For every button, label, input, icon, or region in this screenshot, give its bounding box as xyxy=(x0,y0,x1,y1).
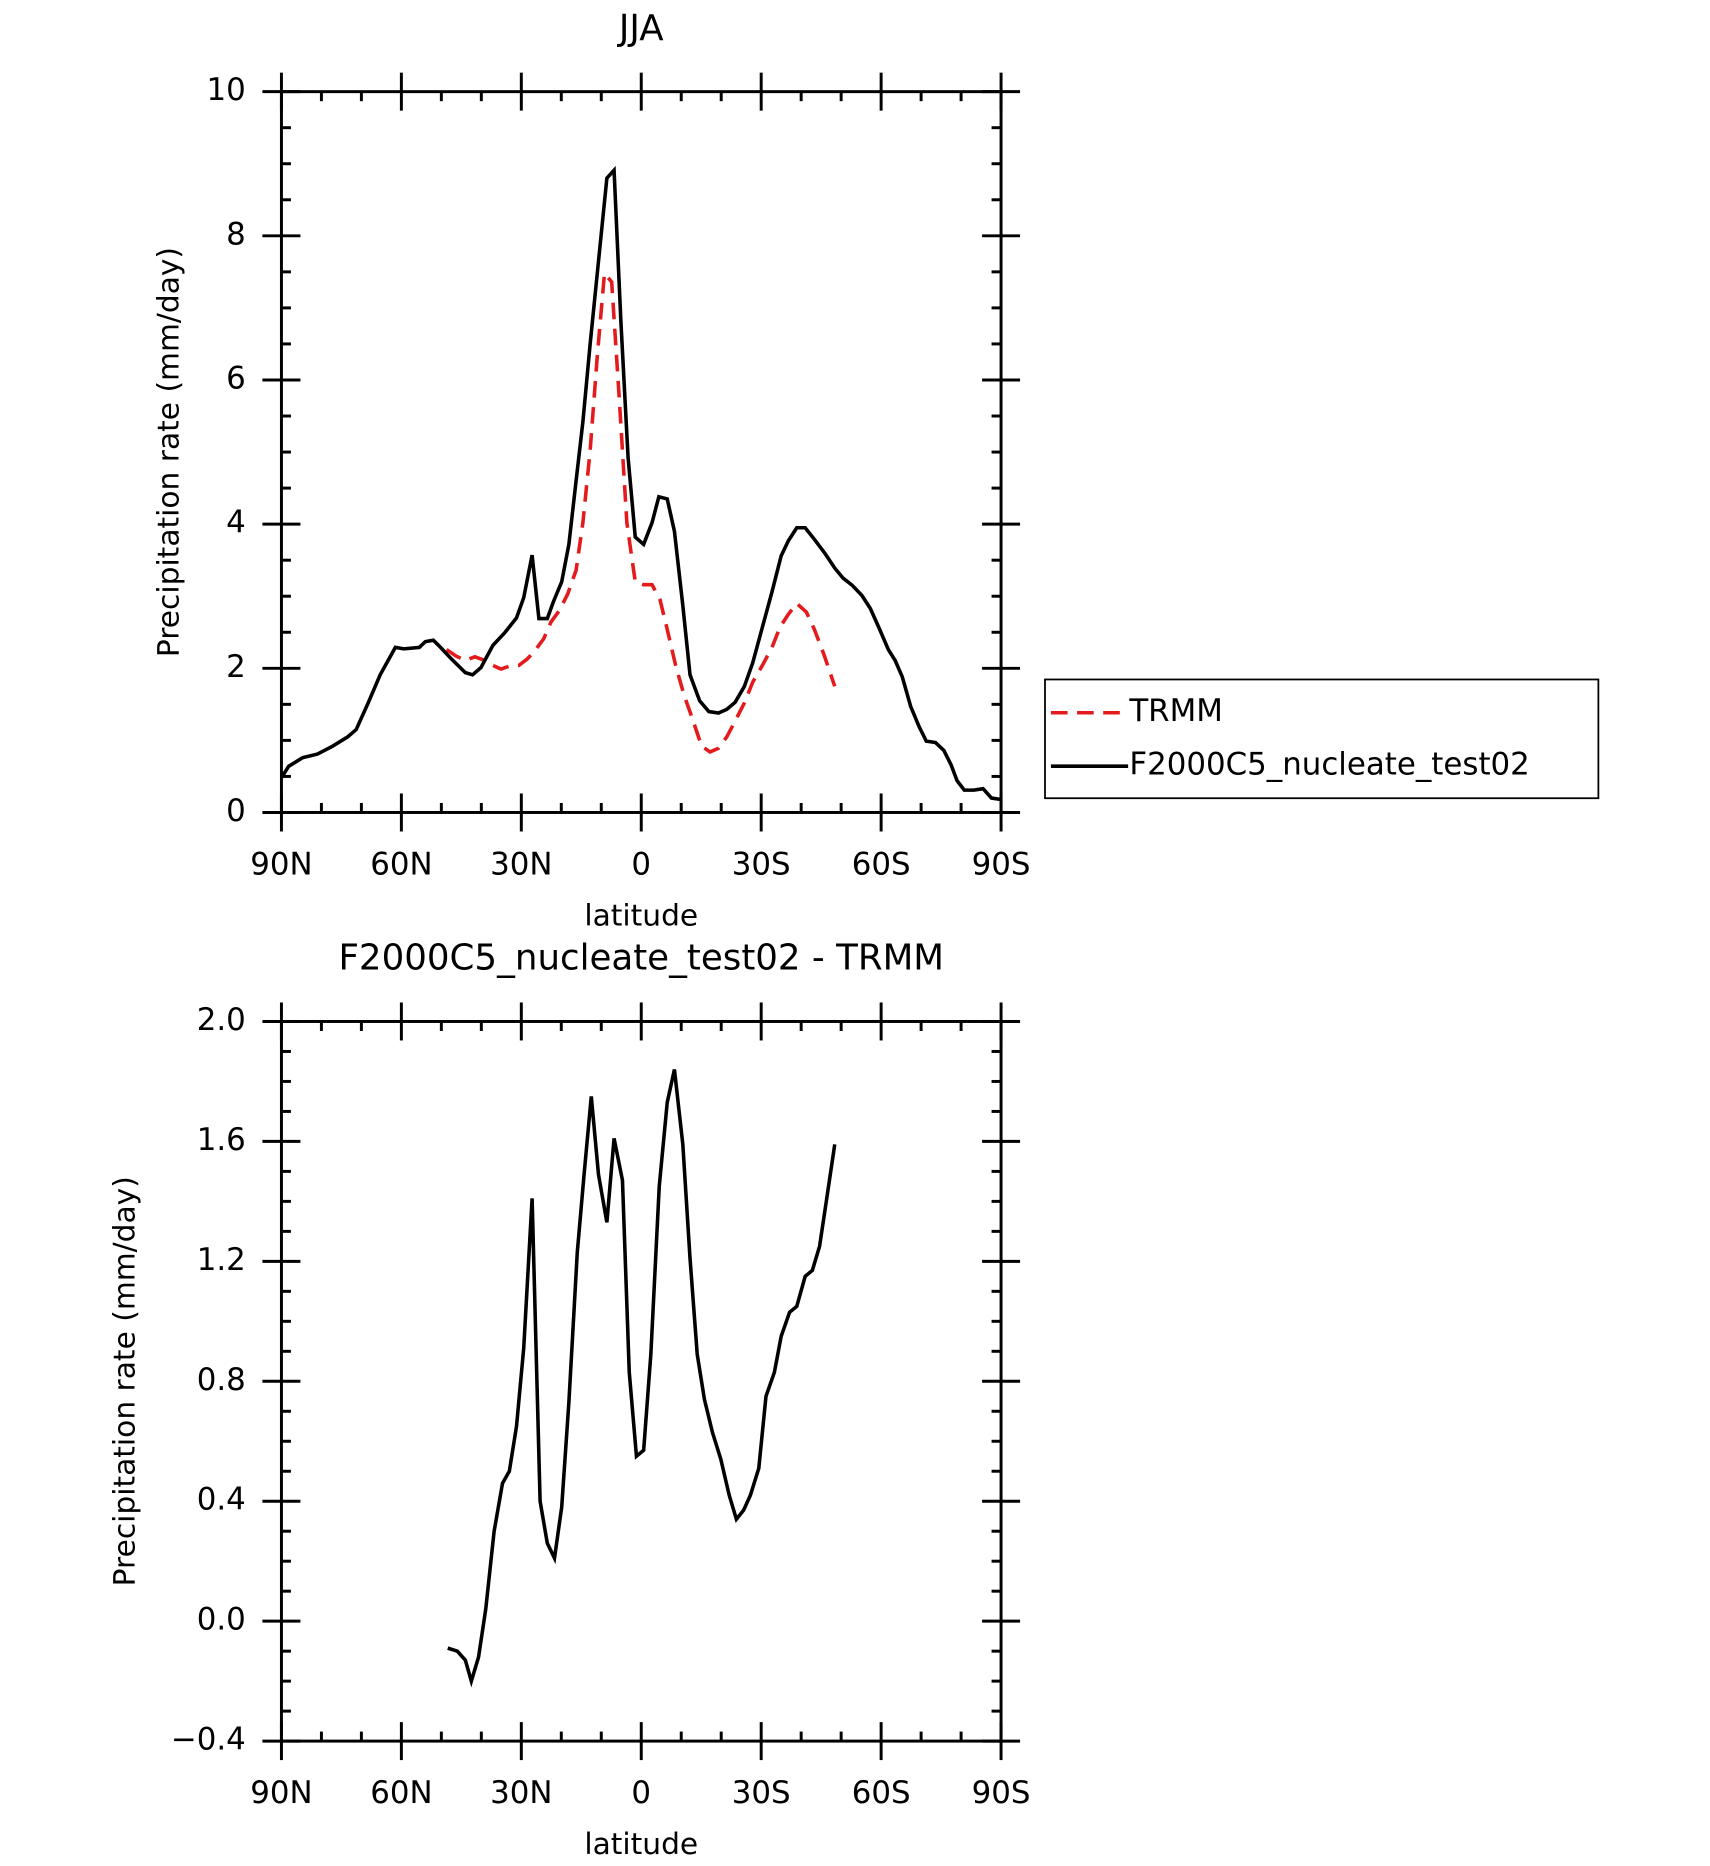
x-tick-label: 30N xyxy=(490,846,552,882)
x-tick-label: 60N xyxy=(370,1775,432,1811)
legend-label: TRMM xyxy=(1128,693,1223,729)
x-tick-label: 60S xyxy=(852,846,911,882)
plot-frame xyxy=(279,1019,1003,1743)
legend-box xyxy=(1044,678,1600,800)
y-tick-label: 8 xyxy=(226,216,246,252)
legend-label: F2000C5_nucleate_test02 xyxy=(1129,747,1530,783)
x-tick-label: 0 xyxy=(631,846,651,882)
y-tick-label: 1.2 xyxy=(197,1242,246,1278)
y-tick-label: 0.4 xyxy=(197,1482,246,1518)
y-tick-label: 0.0 xyxy=(197,1602,246,1638)
y-tick-label: 6 xyxy=(226,360,246,396)
y-tick-label: 0 xyxy=(226,793,246,829)
x-tick-label: 30N xyxy=(490,1775,552,1811)
x-tick-label: 30S xyxy=(732,846,791,882)
y-axis-label: Precipitation rate (mm/day) xyxy=(106,1176,141,1586)
x-tick-label: 60S xyxy=(852,1775,911,1811)
x-tick-label: 90S xyxy=(972,846,1031,882)
y-tick-label: 0.8 xyxy=(197,1362,246,1398)
x-axis-label: latitude xyxy=(584,897,698,932)
chart-title: F2000C5_nucleate_test02 - TRMM xyxy=(338,938,944,979)
y-tick-label: 4 xyxy=(226,505,246,541)
data-line xyxy=(279,165,1002,802)
y-axis-label: Precipitation rate (mm/day) xyxy=(150,247,185,657)
x-tick-label: 60N xyxy=(370,846,432,882)
x-tick-label: 0 xyxy=(631,1775,651,1811)
y-tick-label: 10 xyxy=(207,72,246,108)
x-tick-label: 90S xyxy=(972,1775,1031,1811)
x-tick-label: 30S xyxy=(732,1775,791,1811)
y-tick-label: 2 xyxy=(226,649,246,685)
x-axis-label: latitude xyxy=(584,1826,698,1861)
chart-title: JJA xyxy=(617,8,664,49)
x-tick-label: 90N xyxy=(250,846,312,882)
y-tick-label: 2.0 xyxy=(197,1002,246,1038)
y-tick-label: 1.6 xyxy=(197,1122,246,1158)
plot-frame xyxy=(279,90,1003,814)
y-tick-label: −0.4 xyxy=(171,1722,246,1758)
x-tick-label: 90N xyxy=(250,1775,312,1811)
data-line xyxy=(445,268,837,754)
data-line xyxy=(447,1069,837,1688)
